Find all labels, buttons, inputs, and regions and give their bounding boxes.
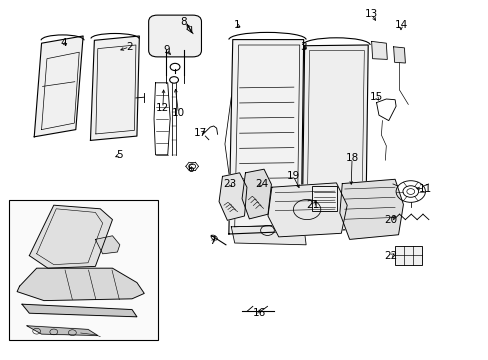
- Bar: [394, 246, 421, 265]
- Text: 12: 12: [156, 103, 169, 113]
- Text: 18: 18: [345, 153, 358, 163]
- Text: 9: 9: [163, 45, 169, 55]
- Polygon shape: [29, 205, 112, 268]
- Polygon shape: [371, 41, 386, 59]
- Text: 10: 10: [172, 108, 184, 118]
- Text: 14: 14: [393, 20, 407, 30]
- Text: 21: 21: [305, 200, 319, 210]
- Text: 24: 24: [254, 179, 268, 189]
- Polygon shape: [17, 268, 144, 301]
- Text: 2: 2: [126, 42, 133, 52]
- Polygon shape: [90, 36, 139, 140]
- Polygon shape: [22, 304, 137, 317]
- Text: 20: 20: [384, 215, 397, 225]
- Text: 13: 13: [364, 9, 378, 19]
- Text: 19: 19: [286, 171, 300, 181]
- Text: 1: 1: [233, 20, 240, 30]
- Text: 11: 11: [418, 184, 431, 194]
- Text: 6: 6: [187, 164, 194, 174]
- Polygon shape: [231, 225, 305, 245]
- Polygon shape: [393, 47, 405, 63]
- Text: 4: 4: [60, 38, 67, 48]
- Polygon shape: [219, 173, 246, 220]
- Text: 17: 17: [193, 128, 207, 138]
- Polygon shape: [27, 326, 98, 336]
- Polygon shape: [267, 183, 346, 237]
- Polygon shape: [228, 40, 303, 234]
- Polygon shape: [95, 236, 120, 254]
- Text: 7: 7: [209, 236, 216, 246]
- Text: 15: 15: [369, 92, 383, 102]
- Bar: [9, 200, 158, 340]
- Text: 8: 8: [180, 17, 186, 27]
- Text: 23: 23: [223, 179, 236, 189]
- FancyBboxPatch shape: [148, 15, 201, 57]
- Text: 16: 16: [252, 308, 265, 318]
- Text: 3: 3: [299, 42, 306, 52]
- Polygon shape: [242, 169, 271, 219]
- Text: 22: 22: [384, 251, 397, 261]
- Text: 5: 5: [116, 150, 123, 160]
- Polygon shape: [34, 36, 83, 137]
- Polygon shape: [302, 45, 367, 232]
- Bar: [311, 186, 337, 211]
- Polygon shape: [339, 179, 403, 239]
